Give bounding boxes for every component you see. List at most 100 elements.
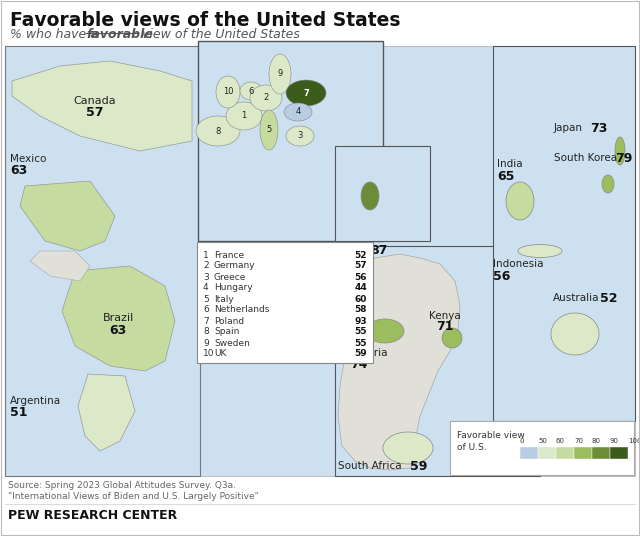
Ellipse shape — [269, 54, 291, 94]
Text: Source: Spring 2023 Global Attitudes Survey. Q3a.: Source: Spring 2023 Global Attitudes Sur… — [8, 481, 236, 490]
Text: Canada: Canada — [74, 96, 116, 106]
Text: 7: 7 — [203, 316, 209, 325]
Bar — [335, 246, 540, 476]
Bar — [5, 46, 635, 476]
Text: Italy: Italy — [214, 294, 234, 303]
Text: 9: 9 — [203, 339, 209, 347]
Polygon shape — [78, 374, 135, 451]
Text: Germany: Germany — [214, 262, 255, 271]
Text: Kenya: Kenya — [429, 311, 461, 321]
Text: 52: 52 — [355, 250, 367, 259]
Text: view of the United States: view of the United States — [138, 28, 300, 41]
Text: 74: 74 — [350, 359, 367, 371]
Polygon shape — [338, 254, 460, 470]
Text: 7: 7 — [303, 88, 309, 98]
Text: Indonesia: Indonesia — [493, 259, 543, 269]
Text: 65: 65 — [497, 169, 515, 182]
Polygon shape — [30, 251, 90, 281]
Text: 4: 4 — [296, 108, 301, 116]
Text: 6: 6 — [248, 86, 253, 95]
Ellipse shape — [366, 319, 404, 343]
Text: 55: 55 — [355, 339, 367, 347]
Text: of U.S.: of U.S. — [457, 443, 486, 451]
Text: Japan: Japan — [554, 123, 583, 133]
Text: 63: 63 — [10, 163, 28, 176]
Text: 57: 57 — [86, 107, 104, 120]
Text: 55: 55 — [355, 327, 367, 337]
Ellipse shape — [383, 432, 433, 464]
Text: 71: 71 — [436, 321, 454, 333]
Text: 87: 87 — [370, 244, 387, 257]
Text: Greece: Greece — [214, 272, 246, 281]
Text: 80: 80 — [592, 438, 601, 444]
Text: 9: 9 — [277, 70, 283, 78]
Ellipse shape — [240, 82, 262, 100]
Text: India: India — [497, 159, 523, 169]
Text: 3: 3 — [298, 131, 303, 140]
Text: 100%: 100% — [628, 438, 640, 444]
Ellipse shape — [284, 103, 312, 121]
Text: Favorable view: Favorable view — [457, 430, 525, 440]
Text: 2: 2 — [203, 262, 209, 271]
Ellipse shape — [506, 182, 534, 220]
Text: 1: 1 — [241, 111, 246, 121]
Text: "International Views of Biden and U.S. Largely Positive": "International Views of Biden and U.S. L… — [8, 492, 259, 501]
Text: 50: 50 — [538, 438, 547, 444]
Text: 5: 5 — [266, 125, 271, 135]
Polygon shape — [12, 61, 192, 151]
Text: South Africa: South Africa — [338, 461, 402, 471]
Text: 59: 59 — [355, 349, 367, 359]
Bar — [520, 447, 538, 459]
Ellipse shape — [602, 175, 614, 193]
Text: Nigeria: Nigeria — [350, 348, 387, 358]
Text: Mexico: Mexico — [10, 154, 46, 164]
Ellipse shape — [442, 328, 462, 348]
Ellipse shape — [615, 137, 625, 165]
Text: Argentina: Argentina — [10, 396, 61, 406]
Text: 3: 3 — [203, 272, 209, 281]
Text: 5: 5 — [203, 294, 209, 303]
Bar — [5, 46, 200, 476]
Polygon shape — [20, 181, 115, 251]
Text: 73: 73 — [590, 122, 607, 135]
Text: 1: 1 — [203, 250, 209, 259]
Text: 6: 6 — [203, 306, 209, 315]
Text: 52: 52 — [600, 292, 618, 304]
Bar — [592, 447, 610, 459]
Text: 79: 79 — [615, 152, 632, 165]
Text: South Korea: South Korea — [554, 153, 617, 163]
Text: 93: 93 — [355, 316, 367, 325]
Bar — [493, 46, 635, 421]
Text: UK: UK — [214, 349, 227, 359]
Ellipse shape — [518, 244, 562, 257]
Ellipse shape — [551, 313, 599, 355]
Ellipse shape — [196, 116, 240, 146]
Text: 90: 90 — [610, 438, 619, 444]
Text: 56: 56 — [355, 272, 367, 281]
Text: 70: 70 — [574, 438, 583, 444]
Text: 8: 8 — [215, 126, 221, 136]
Text: 10: 10 — [223, 87, 233, 96]
Text: 8: 8 — [203, 327, 209, 337]
Text: Poland: Poland — [214, 316, 244, 325]
Bar — [574, 447, 592, 459]
Ellipse shape — [216, 76, 240, 108]
Ellipse shape — [286, 80, 326, 106]
Bar — [198, 41, 383, 241]
Ellipse shape — [361, 182, 379, 210]
Ellipse shape — [260, 110, 278, 150]
Ellipse shape — [226, 102, 262, 130]
Bar — [538, 447, 556, 459]
Bar — [335, 146, 430, 241]
Text: Brazil: Brazil — [102, 313, 134, 323]
Text: 2: 2 — [264, 93, 269, 102]
Bar — [610, 447, 628, 459]
Text: Sweden: Sweden — [214, 339, 250, 347]
Text: 56: 56 — [493, 270, 510, 282]
Bar — [556, 447, 574, 459]
Text: France: France — [214, 250, 244, 259]
Ellipse shape — [286, 126, 314, 146]
Text: 59: 59 — [410, 459, 428, 473]
Text: 51: 51 — [10, 406, 28, 420]
Text: % who have a: % who have a — [10, 28, 102, 41]
